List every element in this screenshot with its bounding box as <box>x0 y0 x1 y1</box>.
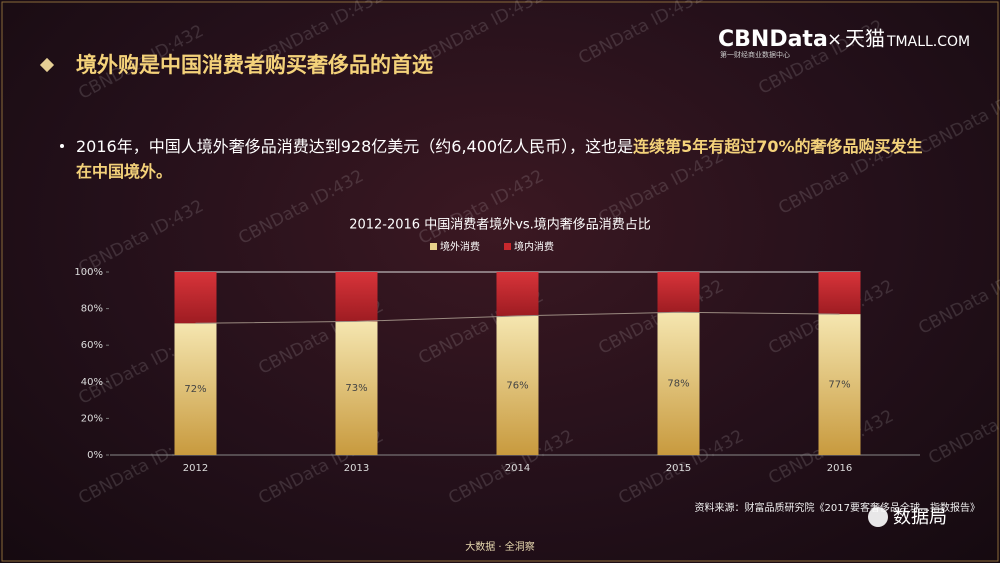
bar-segment <box>818 272 861 315</box>
bar-segment <box>496 272 539 316</box>
x-tick-label: 2012 <box>183 463 208 474</box>
watermark: CBNData ID:432 <box>575 0 707 69</box>
chart-title: 2012-2016 中国消费者境外vs.境内奢侈品消费占比 <box>349 217 651 233</box>
y-tick-label: 80% <box>81 304 103 315</box>
logo-times: × <box>827 29 842 50</box>
trend-line <box>195 311 840 324</box>
slide-title: 境外购是中国消费者购买奢侈品的首选 <box>76 53 433 77</box>
y-tick-label: 40% <box>81 377 103 388</box>
value-label: 73% <box>345 383 367 394</box>
logo-tagline: 第一财经商业数据中心 <box>720 50 790 59</box>
bar-segment <box>174 272 217 324</box>
bullet-highlight: 连续第5年有超过70%的奢侈品购买发生在中国境外。 <box>76 137 923 181</box>
x-tick-label: 2014 <box>505 463 530 474</box>
wechat-name: 数据局 <box>893 507 947 528</box>
title-bullet <box>39 57 55 73</box>
logo: CBNData <box>718 27 828 52</box>
value-label: 78% <box>667 379 689 390</box>
plot: 0% 20% 40% 60% 80% 100% 境外消费 境内消费 2012 72% 2013 73%… <box>74 240 920 474</box>
bar-segment <box>496 315 539 455</box>
bar-segment <box>174 323 217 455</box>
bullet-text: 2016年，中国人境外奢侈品消费达到928亿美元（约6,400亿人民币），这也是… <box>76 134 936 184</box>
watermark: CBNData ID:432 <box>415 0 547 69</box>
bar-segment <box>335 321 378 455</box>
logo-partner: 天猫 <box>845 27 885 51</box>
watermark: CBNData ID:432 <box>925 386 1000 469</box>
bar-segment <box>657 272 700 313</box>
legend-label: 境外消费 <box>440 240 480 253</box>
footer: 大数据 · 全洞察 <box>465 540 535 553</box>
wechat-icon <box>868 507 888 527</box>
y-tick-label: 0% <box>87 450 103 461</box>
bullet-dot <box>60 144 64 148</box>
bar-segment <box>657 312 700 455</box>
x-tick-label: 2016 <box>827 463 852 474</box>
value-label: 77% <box>828 380 850 391</box>
legend-swatch <box>504 243 511 250</box>
legend-label: 境内消费 <box>514 240 554 253</box>
logo-partner-en: TMALL.COM <box>886 34 970 50</box>
x-tick-label: 2013 <box>344 463 369 474</box>
y-tick-label: 60% <box>81 340 103 351</box>
y-tick-label: 100% <box>74 267 103 278</box>
value-label: 76% <box>506 380 528 391</box>
value-label: 72% <box>184 384 206 395</box>
bar-segment <box>335 272 378 322</box>
bar-segment <box>818 314 861 455</box>
watermark: CBNData ID:432 <box>915 256 1000 339</box>
legend-swatch <box>430 243 437 250</box>
source: 资料来源：财富品质研究院《2017要客奢侈品全球…指数报告》 <box>695 501 980 514</box>
bullet-plain: 2016年，中国人境外奢侈品消费达到928亿美元（约6,400亿人民币），这也是 <box>76 137 634 156</box>
x-tick-label: 2015 <box>666 463 691 474</box>
y-tick-label: 20% <box>81 413 103 424</box>
